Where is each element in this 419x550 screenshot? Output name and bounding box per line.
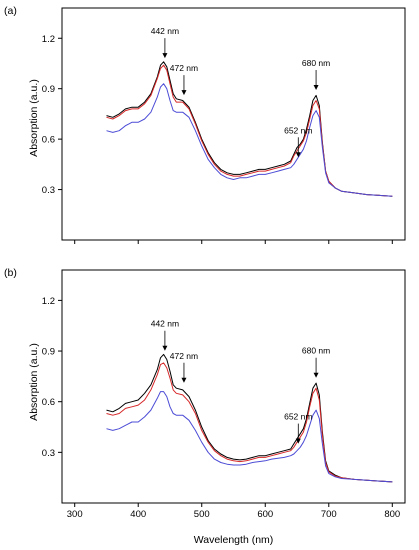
panel-a-label: (a) <box>4 5 17 17</box>
panel-a-annotation-label: 680 nm <box>302 58 330 68</box>
panel-a-series-line-1 <box>106 61 393 197</box>
panel-a-y-tick-label: 0.9 <box>42 84 55 95</box>
panel-b-annotation-label: 442 nm <box>151 319 179 329</box>
panel-b: (b) Absorption (a.u.) 300 400 500 600 700 800… <box>4 267 406 546</box>
panel-a-annotation-arrowhead <box>295 152 301 158</box>
panel-a: (a) Absorption (a.u.) 0.3 0.6 0.9 1.2 442 n… <box>4 5 406 244</box>
panel-b-y-tick-label: 1.2 <box>42 296 55 307</box>
panel-b-y-tick-label: 0.9 <box>42 347 55 358</box>
panel-a-annotations: 442 nm 472 nm 652 nm 680 nm <box>151 26 330 158</box>
panel-b-annotation-arrowhead <box>295 438 301 444</box>
panel-b-annotation-arrowhead <box>313 372 319 378</box>
panel-a-annotation-label: 472 nm <box>170 63 198 73</box>
panel-b-series-line-3 <box>106 391 393 483</box>
panel-b-x-tick-label: 600 <box>257 509 273 520</box>
panel-b-y-axis-title: Absorption (a.u.) <box>28 343 40 421</box>
panel-b-annotation-label: 472 nm <box>170 351 198 361</box>
panel-b-annotation-label: 652 nm <box>284 412 312 422</box>
panel-a-y-tick-label: 1.2 <box>42 34 55 45</box>
panel-b-annotation-arrowhead <box>162 345 168 351</box>
panel-a-series-line-2 <box>106 64 393 197</box>
panel-b-plot-frame <box>61 269 406 504</box>
panel-a-annotation-arrowhead <box>162 53 168 59</box>
panel-a-annotation-arrowhead <box>313 85 319 91</box>
panel-b-x-axis-title: Wavelength (nm) <box>194 534 274 546</box>
panel-a-y-tick-label: 0.6 <box>42 135 55 146</box>
panel-b-series-line-2 <box>106 362 393 483</box>
panel-b-x-tick-label: 400 <box>130 509 146 520</box>
panel-a-y-tick-label: 0.3 <box>42 185 55 196</box>
panel-b-x-tick-label: 800 <box>384 509 400 520</box>
panel-a-annotation-label: 442 nm <box>151 26 179 36</box>
panel-b-annotations: 442 nm 472 nm 652 nm 680 nm <box>151 319 330 444</box>
panel-b-label: (b) <box>4 267 17 279</box>
panel-b-x-ticks: 300 400 500 600 700 800 <box>67 503 400 520</box>
panel-a-y-ticks: 0.3 0.6 0.9 1.2 <box>42 34 62 196</box>
panel-b-annotation-label: 680 nm <box>302 346 330 356</box>
panel-b-y-tick-label: 0.3 <box>42 448 55 459</box>
panel-a-series-line-3 <box>106 83 393 197</box>
panel-b-y-ticks: 0.3 0.6 0.9 1.2 <box>42 296 62 459</box>
panel-b-y-tick-label: 0.6 <box>42 397 55 408</box>
panel-b-x-tick-label: 300 <box>67 509 83 520</box>
panel-a-series-group <box>106 61 393 197</box>
panel-a-annotation-label: 652 nm <box>284 125 312 135</box>
panel-a-y-axis-title: Absorption (a.u.) <box>28 79 40 157</box>
panel-b-series-group <box>106 353 393 483</box>
panel-a-x-ticks <box>74 240 393 244</box>
panel-a-plot-frame <box>61 7 406 241</box>
panel-a-annotation-arrowhead <box>181 90 187 96</box>
panel-b-series-line-1 <box>106 353 393 483</box>
panel-b-x-tick-label: 500 <box>194 509 210 520</box>
panel-b-annotation-arrowhead <box>181 377 187 383</box>
panel-b-x-tick-label: 700 <box>321 509 337 520</box>
